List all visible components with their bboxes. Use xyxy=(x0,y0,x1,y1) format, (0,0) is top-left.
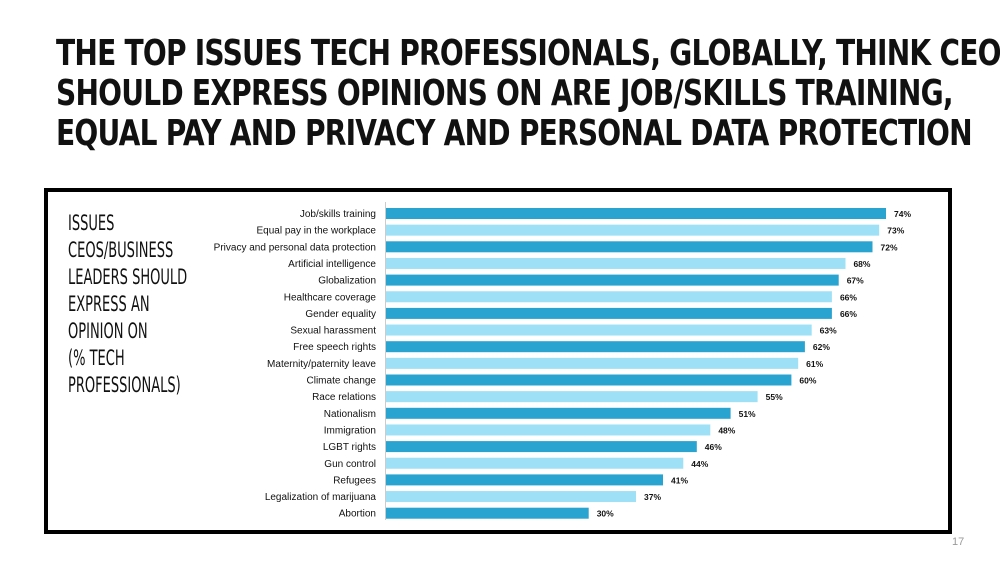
value-label: 55% xyxy=(766,392,783,402)
category-label: LGBT rights xyxy=(323,442,376,453)
value-label: 37% xyxy=(644,492,661,502)
value-label: 72% xyxy=(880,242,897,252)
value-label: 30% xyxy=(597,509,614,519)
category-label: Abortion xyxy=(339,509,376,520)
category-label: Race relations xyxy=(312,392,376,403)
category-label: Sexual harassment xyxy=(290,326,376,337)
bar xyxy=(386,507,589,519)
category-label: Immigration xyxy=(324,425,376,436)
bar xyxy=(386,491,636,503)
category-label: Equal pay in the workplace xyxy=(256,226,376,237)
bar xyxy=(386,224,880,236)
value-label: 73% xyxy=(887,226,904,236)
page-title: THE TOP ISSUES TECH PROFESSIONALS, GLOBA… xyxy=(56,33,1000,154)
bar xyxy=(386,274,839,286)
side-label-line: ISSUES xyxy=(68,211,115,235)
page-number: 17 xyxy=(952,536,965,548)
category-label: Legalization of marijuana xyxy=(265,492,377,503)
title-line-1: THE TOP ISSUES TECH PROFESSIONALS, GLOBA… xyxy=(56,33,1000,74)
bar xyxy=(386,457,684,469)
bar xyxy=(386,407,731,419)
bar xyxy=(386,391,758,403)
value-label: 68% xyxy=(853,259,870,269)
bar xyxy=(386,241,873,253)
category-label: Gun control xyxy=(324,459,376,470)
bar xyxy=(386,341,805,353)
value-label: 62% xyxy=(813,342,830,352)
value-label: 44% xyxy=(691,459,708,469)
category-label: Privacy and personal data protection xyxy=(214,242,376,253)
value-label: 48% xyxy=(718,425,735,435)
category-label: Free speech rights xyxy=(293,342,376,353)
category-label: Refugees xyxy=(333,475,376,486)
bar xyxy=(386,357,799,369)
chart-side-label: ISSUES CEOs/BUSINESS LEADERS SHOULD EXPR… xyxy=(68,210,204,399)
title-line-3: EQUAL PAY AND PRIVACY AND PERSONAL DATA … xyxy=(56,113,973,154)
value-label: 66% xyxy=(840,309,857,319)
value-label: 66% xyxy=(840,292,857,302)
value-label: 74% xyxy=(894,209,911,219)
bar xyxy=(386,441,697,453)
title-line-2: SHOULD EXPRESS OPINIONS ON ARE JOB/SKILL… xyxy=(56,73,954,114)
bar xyxy=(386,474,663,486)
side-label-line: LEADERS SHOULD xyxy=(68,265,188,289)
bar xyxy=(386,307,832,319)
side-label-line: CEOs/BUSINESS xyxy=(68,238,174,262)
category-label: Job/skills training xyxy=(300,209,376,220)
value-label: 67% xyxy=(847,276,864,286)
bar xyxy=(386,374,792,386)
bar xyxy=(386,208,886,219)
bar-chart: Job/skills training 74% Equal pay in the w… xyxy=(214,202,911,520)
value-label: 46% xyxy=(705,442,722,452)
side-label-line: EXPRESS AN xyxy=(68,292,150,316)
value-label: 63% xyxy=(820,326,837,336)
bar xyxy=(386,324,812,336)
value-label: 61% xyxy=(806,359,823,369)
category-label: Globalization xyxy=(318,276,376,287)
side-label-line: (% TECH xyxy=(68,346,125,370)
bar xyxy=(386,257,846,269)
category-label: Climate change xyxy=(307,376,377,387)
category-label: Healthcare coverage xyxy=(284,292,377,303)
bar xyxy=(386,424,711,436)
bar xyxy=(386,291,832,303)
category-label: Artificial intelligence xyxy=(288,259,376,270)
value-label: 41% xyxy=(671,475,688,485)
category-label: Nationalism xyxy=(324,409,376,420)
category-label: Maternity/paternity leave xyxy=(267,359,376,370)
value-label: 60% xyxy=(799,376,816,386)
side-label-line: OPINION ON xyxy=(68,319,148,343)
category-label: Gender equality xyxy=(305,309,376,320)
side-label-line: PROFESSIONALS) xyxy=(68,373,181,397)
value-label: 51% xyxy=(739,409,756,419)
